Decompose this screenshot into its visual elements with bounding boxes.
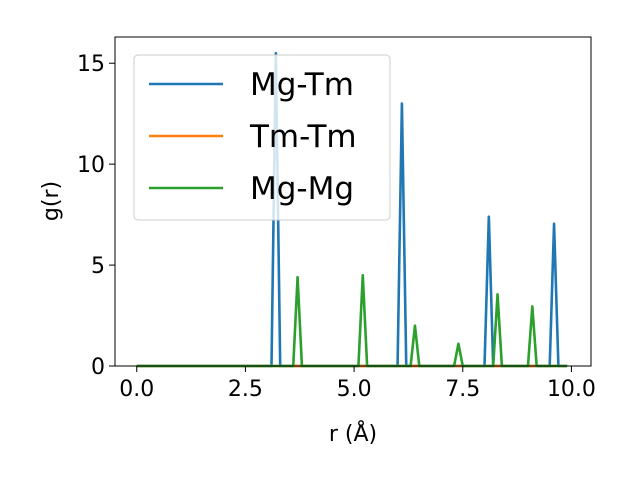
legend-label-tm-tm: Tm-Tm — [249, 119, 357, 155]
x-tick-label: 10.0 — [547, 377, 596, 402]
x-axis-label: r (Å) — [329, 420, 377, 447]
y-tick-label: 0 — [91, 355, 105, 380]
x-tick-label: 0.0 — [119, 377, 154, 402]
y-axis-label: g(r) — [39, 181, 64, 221]
legend-label-mg-tm: Mg-Tm — [250, 67, 354, 103]
y-tick-label: 5 — [91, 254, 105, 279]
legend-box — [133, 54, 391, 221]
x-tick-label: 5.0 — [337, 377, 372, 402]
x-tick-label: 7.5 — [445, 377, 480, 402]
y-tick-label: 15 — [77, 52, 105, 77]
y-axis: 0 5 10 15 — [77, 52, 115, 380]
x-tick-label: 2.5 — [228, 377, 263, 402]
plot-frame — [114, 36, 592, 367]
y-tick-label: 10 — [77, 153, 105, 178]
legend: Mg-Tm Tm-Tm Mg-Mg — [133, 54, 391, 221]
x-axis: 0.0 2.5 5.0 7.5 10.0 — [119, 366, 596, 402]
legend-label-mg-mg: Mg-Mg — [250, 171, 354, 207]
